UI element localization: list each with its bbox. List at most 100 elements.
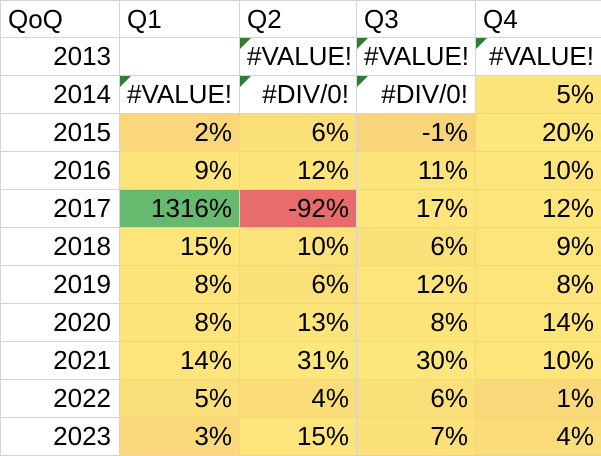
value-cell-q2[interactable]: 4% [240,380,357,418]
cell-value: 6% [430,231,468,261]
value-cell-q1[interactable]: 3% [120,418,240,456]
header-cell-q2[interactable]: Q2 [240,1,357,38]
value-cell-q3[interactable]: #VALUE! [357,38,476,76]
cell-value: 8% [430,307,468,337]
value-cell-q2[interactable]: #VALUE! [240,38,357,76]
header-row: QoQ Q1 Q2 Q3 Q4 [1,1,601,38]
value-cell-q4[interactable]: 9% [476,228,601,266]
value-cell-q2[interactable]: 6% [240,266,357,304]
table-row: 2013#VALUE!#VALUE!#VALUE! [1,38,601,76]
error-indicator-icon[interactable] [357,76,368,87]
value-cell-q1[interactable]: 8% [120,304,240,342]
cell-value: 20% [542,117,594,147]
cell-value: 12% [297,155,349,185]
value-cell-q3[interactable]: 30% [357,342,476,380]
header-cell-qoq[interactable]: QoQ [1,1,120,38]
error-indicator-icon[interactable] [357,38,368,49]
value-cell-q2[interactable]: -92% [240,190,357,228]
year-cell[interactable]: 2020 [1,304,120,342]
cell-value: 31% [297,345,349,375]
value-cell-q4[interactable]: 8% [476,266,601,304]
value-cell-q3[interactable]: #DIV/0! [357,76,476,114]
value-cell-q1[interactable]: 1316% [120,190,240,228]
cell-value: #VALUE! [247,41,352,71]
cell-value: 10% [542,155,594,185]
cell-value: 30% [416,345,468,375]
year-cell[interactable]: 2019 [1,266,120,304]
value-cell-q3[interactable]: 7% [357,418,476,456]
value-cell-q1[interactable]: 8% [120,266,240,304]
cell-value: 10% [297,231,349,261]
cell-value: 5% [556,79,594,109]
year-cell[interactable]: 2013 [1,38,120,76]
value-cell-q1[interactable]: #VALUE! [120,76,240,114]
year-cell[interactable]: 2021 [1,342,120,380]
cell-value: 14% [542,307,594,337]
cell-value: 14% [180,345,232,375]
value-cell-q4[interactable]: 1% [476,380,601,418]
value-cell-q1[interactable]: 14% [120,342,240,380]
value-cell-q1[interactable]: 9% [120,152,240,190]
cell-value: 6% [430,383,468,413]
year-cell[interactable]: 2014 [1,76,120,114]
value-cell-q4[interactable]: 14% [476,304,601,342]
cell-value: #DIV/0! [381,79,468,109]
error-indicator-icon[interactable] [240,76,251,87]
value-cell-q3[interactable]: 6% [357,228,476,266]
year-cell[interactable]: 2016 [1,152,120,190]
value-cell-q4[interactable]: 4% [476,418,601,456]
value-cell-q2[interactable]: 10% [240,228,357,266]
header-cell-q1[interactable]: Q1 [120,1,240,38]
cell-value: 8% [194,269,232,299]
value-cell-q2[interactable]: 31% [240,342,357,380]
value-cell-q2[interactable]: 15% [240,418,357,456]
year-cell[interactable]: 2018 [1,228,120,266]
cell-value: #VALUE! [364,41,469,71]
value-cell-q1[interactable]: 2% [120,114,240,152]
value-cell-q4[interactable]: 5% [476,76,601,114]
year-cell[interactable]: 2023 [1,418,120,456]
value-cell-q3[interactable]: 11% [357,152,476,190]
value-cell-q4[interactable]: 12% [476,190,601,228]
value-cell-q4[interactable]: 10% [476,152,601,190]
value-cell-q2[interactable]: 12% [240,152,357,190]
value-cell-q3[interactable]: 12% [357,266,476,304]
error-indicator-icon[interactable] [476,38,487,49]
year-cell[interactable]: 2022 [1,380,120,418]
error-indicator-icon[interactable] [240,38,251,49]
cell-value: -92% [288,193,349,223]
error-indicator-icon[interactable] [120,76,131,87]
value-cell-q3[interactable]: 8% [357,304,476,342]
header-cell-q3[interactable]: Q3 [357,1,476,38]
value-cell-q2[interactable]: 13% [240,304,357,342]
value-cell-q1[interactable] [120,38,240,76]
cell-value: 6% [311,269,349,299]
value-cell-q3[interactable]: 17% [357,190,476,228]
value-cell-q2[interactable]: 6% [240,114,357,152]
cell-value: 15% [180,231,232,261]
cell-value: 9% [194,155,232,185]
cell-value: 6% [311,117,349,147]
cell-value: 8% [194,307,232,337]
cell-value: #DIV/0! [262,79,349,109]
value-cell-q4[interactable]: 20% [476,114,601,152]
header-cell-q4[interactable]: Q4 [476,1,601,38]
cell-value: 11% [418,155,468,185]
value-cell-q1[interactable]: 5% [120,380,240,418]
year-cell[interactable]: 2015 [1,114,120,152]
value-cell-q2[interactable]: #DIV/0! [240,76,357,114]
value-cell-q4[interactable]: 10% [476,342,601,380]
cell-value: 12% [416,269,468,299]
value-cell-q4[interactable]: #VALUE! [476,38,601,76]
cell-value: 10% [542,345,594,375]
value-cell-q3[interactable]: 6% [357,380,476,418]
value-cell-q1[interactable]: 15% [120,228,240,266]
value-cell-q3[interactable]: -1% [357,114,476,152]
year-cell[interactable]: 2017 [1,190,120,228]
cell-value: 9% [556,231,594,261]
